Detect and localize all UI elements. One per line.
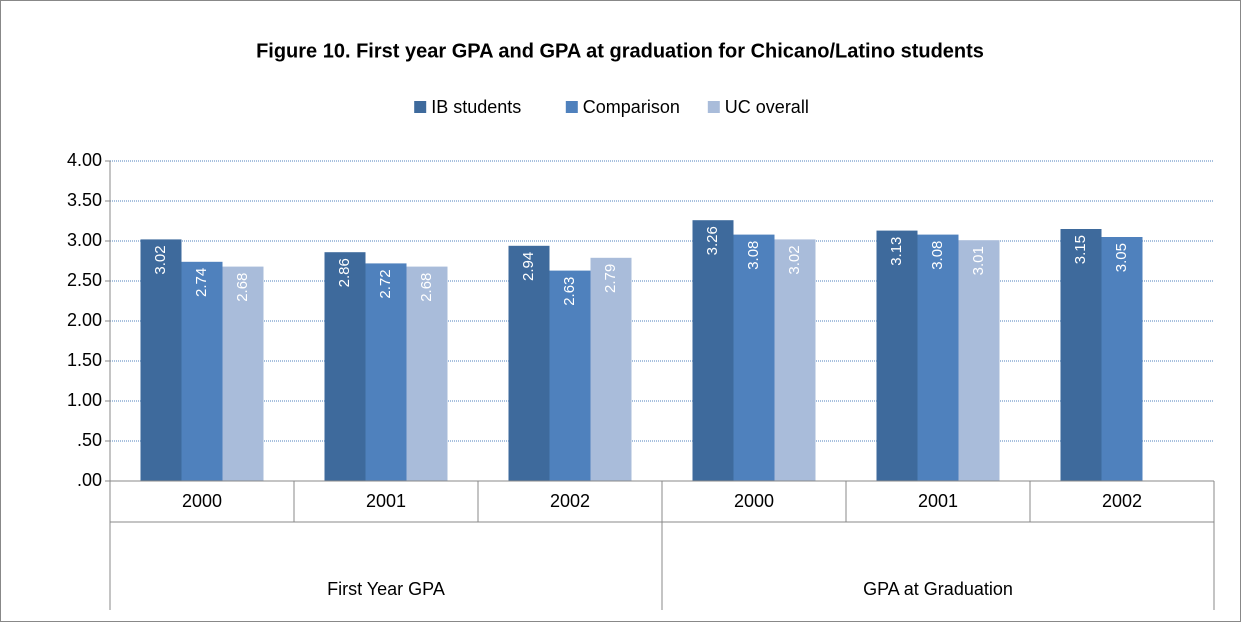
x-tick-label: 2000: [734, 491, 774, 511]
value-label: 2.72: [377, 269, 394, 298]
y-tick-label: 3.50: [67, 190, 102, 210]
group-label: GPA at Graduation: [863, 579, 1013, 599]
value-label: 2.74: [193, 268, 210, 297]
y-tick-label: 3.00: [67, 230, 102, 250]
value-label: 2.86: [336, 258, 353, 287]
bar: [692, 220, 734, 481]
legend-label: Comparison: [583, 97, 680, 117]
value-label: 3.01: [970, 246, 987, 275]
bar: [774, 239, 816, 481]
bar: [549, 270, 591, 481]
x-tick-label: 2002: [550, 491, 590, 511]
bar: [508, 245, 550, 481]
value-label: 3.08: [745, 241, 762, 270]
value-label: 2.94: [520, 252, 537, 281]
value-label: 3.02: [152, 245, 169, 274]
bar: [324, 252, 366, 481]
bar: [140, 239, 182, 481]
y-tick-label: 4.00: [67, 150, 102, 170]
value-label: 2.79: [602, 264, 619, 293]
bar: [181, 261, 223, 481]
value-label: 3.13: [888, 237, 905, 266]
value-label: 3.15: [1072, 235, 1089, 264]
value-label: 3.05: [1113, 243, 1130, 272]
bar: [1060, 229, 1102, 481]
bar: [917, 234, 959, 481]
value-label: 3.02: [786, 245, 803, 274]
x-tick-label: 2000: [182, 491, 222, 511]
y-tick-label: .00: [77, 470, 102, 490]
chart-title: Figure 10. First year GPA and GPA at gra…: [256, 40, 984, 62]
bar: [958, 240, 1000, 481]
legend-label: IB students: [431, 97, 521, 117]
bar: [406, 266, 448, 481]
bar: [1101, 237, 1143, 481]
x-tick-label: 2001: [366, 491, 406, 511]
bar: [876, 230, 918, 481]
value-label: 2.63: [561, 277, 578, 306]
legend-swatch: [565, 101, 578, 113]
bar: [590, 257, 632, 481]
value-label: 3.26: [704, 226, 721, 255]
y-tick-label: .50: [77, 430, 102, 450]
bar: [733, 234, 775, 481]
bar: [365, 263, 407, 481]
x-tick-label: 2002: [1102, 491, 1142, 511]
value-label: 2.68: [234, 273, 251, 302]
group-label: First Year GPA: [327, 579, 445, 599]
value-label: 3.08: [929, 241, 946, 270]
legend-label: UC overall: [725, 97, 809, 117]
y-tick-label: 1.50: [67, 350, 102, 370]
y-tick-label: 1.00: [67, 390, 102, 410]
value-label: 2.68: [418, 273, 435, 302]
legend-swatch: [414, 101, 427, 113]
y-tick-label: 2.50: [67, 270, 102, 290]
legend-swatch: [707, 101, 720, 113]
x-tick-label: 2001: [918, 491, 958, 511]
bar: [222, 266, 264, 481]
y-tick-label: 2.00: [67, 310, 102, 330]
